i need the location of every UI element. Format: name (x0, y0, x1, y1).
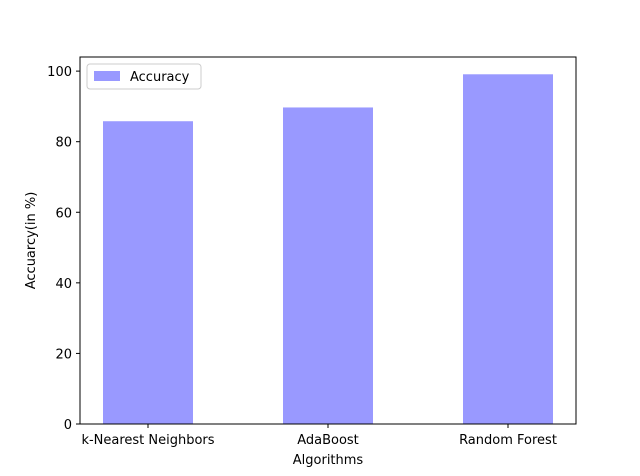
y-axis-title: Accuarcy(in %) (24, 192, 39, 290)
x-tick-label: Random Forest (459, 433, 557, 448)
x-axis-title: Algorithms (293, 453, 364, 468)
plot-frame (79, 56, 577, 425)
bar-adaboost (283, 107, 373, 425)
bars-group (103, 74, 553, 425)
y-axis-ticks: 0 20 40 60 80 100 (47, 65, 80, 433)
x-tick-label: AdaBoost (297, 433, 359, 448)
legend-swatch-accuracy (94, 71, 120, 81)
y-tick-label: 100 (47, 65, 72, 80)
x-axis-ticks: k-Nearest Neighbors AdaBoost Random Forest (81, 424, 557, 448)
y-tick-label: 60 (55, 206, 72, 221)
legend: Accuracy (86, 63, 202, 90)
y-tick-label: 40 (55, 277, 72, 292)
x-tick-label: k-Nearest Neighbors (81, 433, 214, 448)
bar-random-forest (463, 74, 553, 424)
y-tick-label: 20 (55, 347, 72, 362)
bar-k-nearest-neighbors (103, 121, 193, 424)
legend-label-accuracy: Accuracy (130, 70, 190, 85)
legend-box (86, 63, 202, 90)
plot-area: 0 20 40 60 80 100 k-Nearest Neighbors AdaBoost… (47, 56, 577, 448)
y-tick-label: 0 (64, 418, 72, 433)
y-tick-label: 80 (55, 136, 72, 151)
